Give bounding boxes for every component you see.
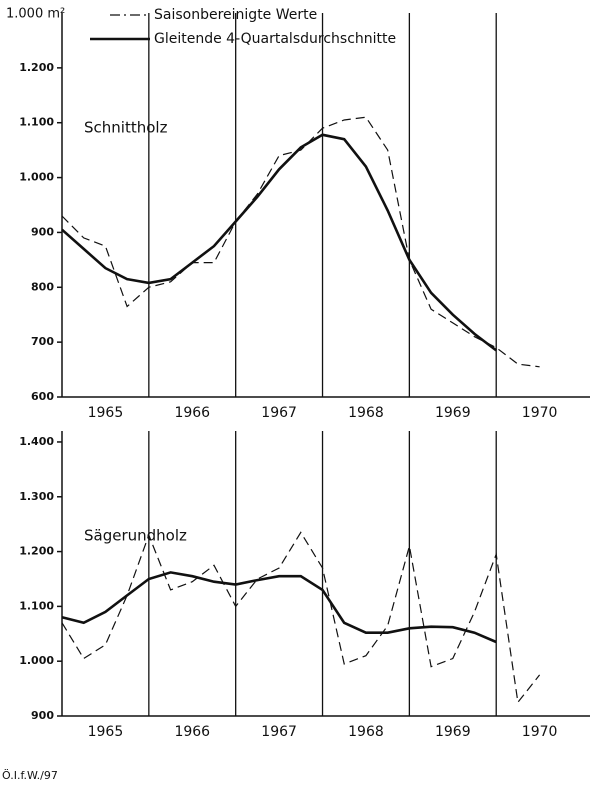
x-tick-label: 1969 xyxy=(435,724,471,740)
y-tick-label: 800 xyxy=(31,280,54,293)
y-tick-label: 1.300 xyxy=(19,490,54,503)
panel-title: Sägerundholz xyxy=(84,527,187,545)
y-tick-label: 700 xyxy=(31,335,54,348)
x-tick-label: 1970 xyxy=(522,724,558,740)
y-tick-label: 1.400 xyxy=(19,435,54,448)
x-tick-label: 1970 xyxy=(522,405,558,421)
y-tick-label: 1.100 xyxy=(19,599,54,612)
y-tick-label: 1.200 xyxy=(19,545,54,558)
x-tick-label: 1965 xyxy=(88,405,124,421)
y-tick-label: 600 xyxy=(31,390,54,403)
legend-label: Saisonbereinigte Werte xyxy=(154,7,317,23)
series-line xyxy=(61,116,540,368)
y-tick-label: 900 xyxy=(31,709,54,722)
y-tick-label: 1.000 xyxy=(19,171,54,184)
y-tick-label: 1.100 xyxy=(19,116,54,129)
series-line xyxy=(61,571,497,644)
y-tick-label: 1.200 xyxy=(19,61,54,74)
series-line xyxy=(61,531,541,704)
legend-label: Gleitende 4-Quartalsdurchschnitte xyxy=(154,31,396,47)
unit-label: 1.000 m² xyxy=(6,7,65,22)
x-tick-label: 1968 xyxy=(348,405,384,421)
y-tick-label: 1.000 xyxy=(19,654,54,667)
x-tick-label: 1966 xyxy=(174,724,210,740)
x-tick-label: 1968 xyxy=(348,724,384,740)
x-tick-label: 1965 xyxy=(88,724,124,740)
panel-title: Schnittholz xyxy=(84,119,168,137)
x-tick-label: 1967 xyxy=(261,724,297,740)
x-tick-label: 1967 xyxy=(261,405,297,421)
footer: Ö.I.f.W./97 xyxy=(2,769,58,782)
x-tick-label: 1969 xyxy=(435,405,471,421)
y-tick-label: 900 xyxy=(31,225,54,238)
series-line xyxy=(61,133,497,352)
x-tick-label: 1966 xyxy=(174,405,210,421)
